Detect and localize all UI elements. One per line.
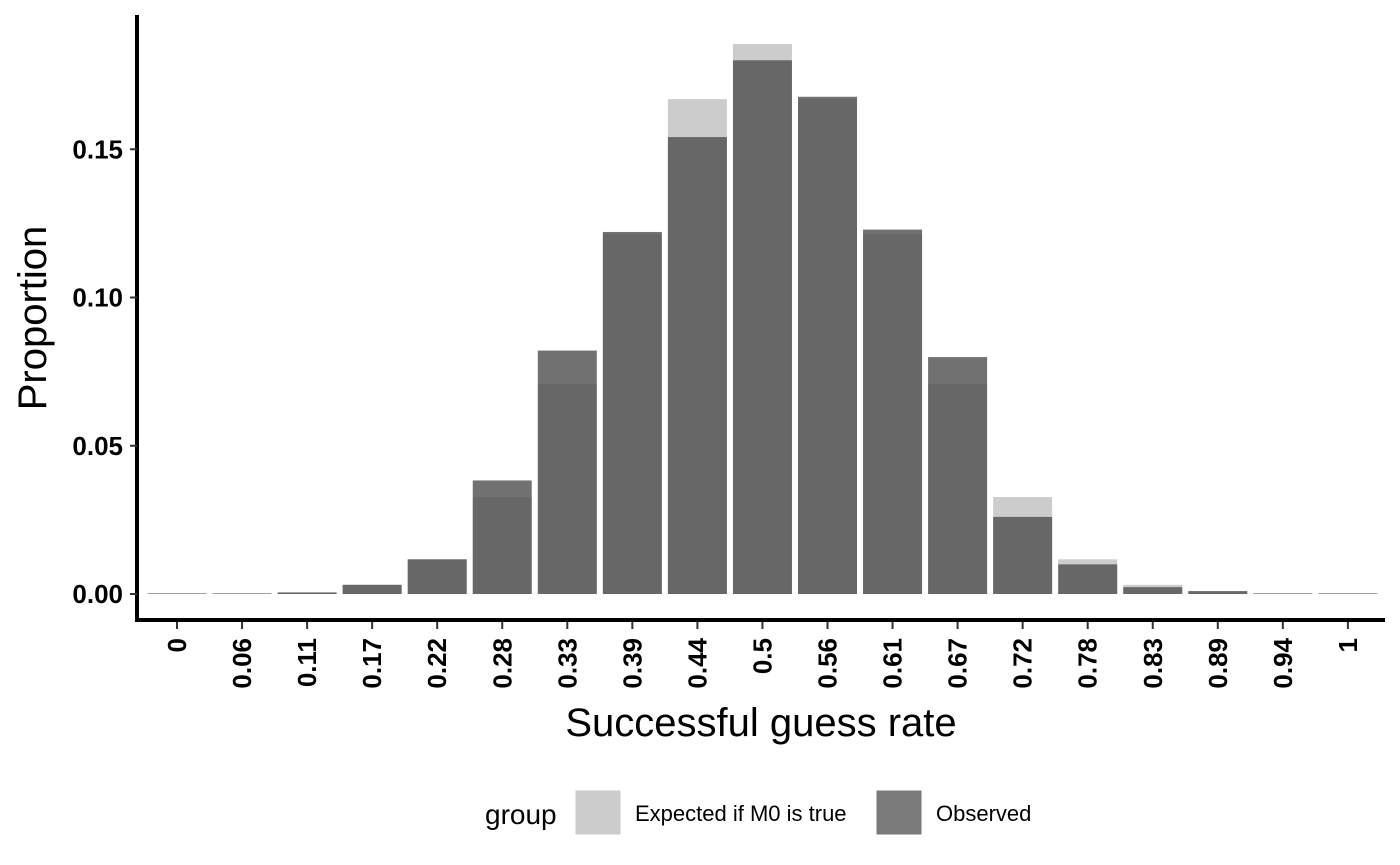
bar-observed xyxy=(928,357,988,594)
x-tick-label: 0.61 xyxy=(878,638,908,689)
bar-observed xyxy=(277,592,337,594)
x-tick-label: 0.67 xyxy=(943,638,973,689)
bar-observed xyxy=(1253,593,1313,594)
bar-observed xyxy=(993,516,1053,594)
bar-observed xyxy=(1123,587,1183,594)
x-tick-label: 0.22 xyxy=(422,638,452,689)
legend-label-expected: Expected if M0 is true xyxy=(635,801,847,826)
legend-key-observed xyxy=(875,789,923,836)
x-tick-label: 0.11 xyxy=(292,638,322,687)
bar-observed xyxy=(147,593,207,594)
y-tick-label: 0.05 xyxy=(72,431,123,461)
legend-key-expected xyxy=(574,789,622,836)
legend: group Expected if M0 is true Observed xyxy=(485,789,1031,836)
bar-observed xyxy=(1318,593,1378,594)
x-tick-label: 0.72 xyxy=(1008,638,1038,689)
bar-observed xyxy=(798,96,857,595)
x-tick-label: 0.44 xyxy=(682,637,712,688)
legend-label-observed: Observed xyxy=(936,801,1031,826)
x-tick-label: 0.94 xyxy=(1268,637,1298,688)
bars-observed-series xyxy=(147,60,1378,595)
y-tick-label: 0.10 xyxy=(72,283,123,313)
bar-observed xyxy=(732,60,792,595)
y-axis-title: Proportion xyxy=(11,226,55,411)
y-axis-ticks: 0.00 0.05 0.10 0.15 xyxy=(72,134,137,609)
x-tick-label: 0.39 xyxy=(617,638,647,689)
x-tick-label: 0.56 xyxy=(813,638,843,689)
x-tick-label: 0.28 xyxy=(487,638,517,689)
legend-title: group xyxy=(485,799,557,830)
x-tick-label: 0.83 xyxy=(1138,638,1168,689)
y-tick-label: 0.00 xyxy=(72,579,123,609)
x-axis-title: Successful guess rate xyxy=(565,701,956,745)
bar-observed xyxy=(472,480,532,594)
bar-observed xyxy=(342,584,402,594)
x-axis-ticks: 0 0.06 0.11 0.17 0.22 0.28 0.33 0.39 0.44 0.5 0.56… xyxy=(162,622,1363,689)
bar-observed xyxy=(1058,564,1118,594)
x-tick-label: 0.06 xyxy=(227,638,257,689)
bar-observed xyxy=(1188,591,1248,594)
x-tick-label: 0.5 xyxy=(747,638,777,674)
y-tick-label: 0.15 xyxy=(72,134,123,164)
x-tick-label: 0.17 xyxy=(357,638,387,689)
bar-observed xyxy=(537,350,597,594)
bar-observed xyxy=(602,231,662,594)
x-tick-label: 0.89 xyxy=(1203,638,1233,689)
bar-observed xyxy=(407,559,467,594)
x-tick-label: 0.78 xyxy=(1073,638,1103,689)
x-tick-label: 0.33 xyxy=(552,638,582,689)
x-tick-label: 1 xyxy=(1333,638,1363,652)
x-tick-label: 0 xyxy=(162,638,192,652)
bar-observed xyxy=(863,229,923,594)
bar-observed xyxy=(667,137,727,594)
bar-observed xyxy=(212,593,272,594)
